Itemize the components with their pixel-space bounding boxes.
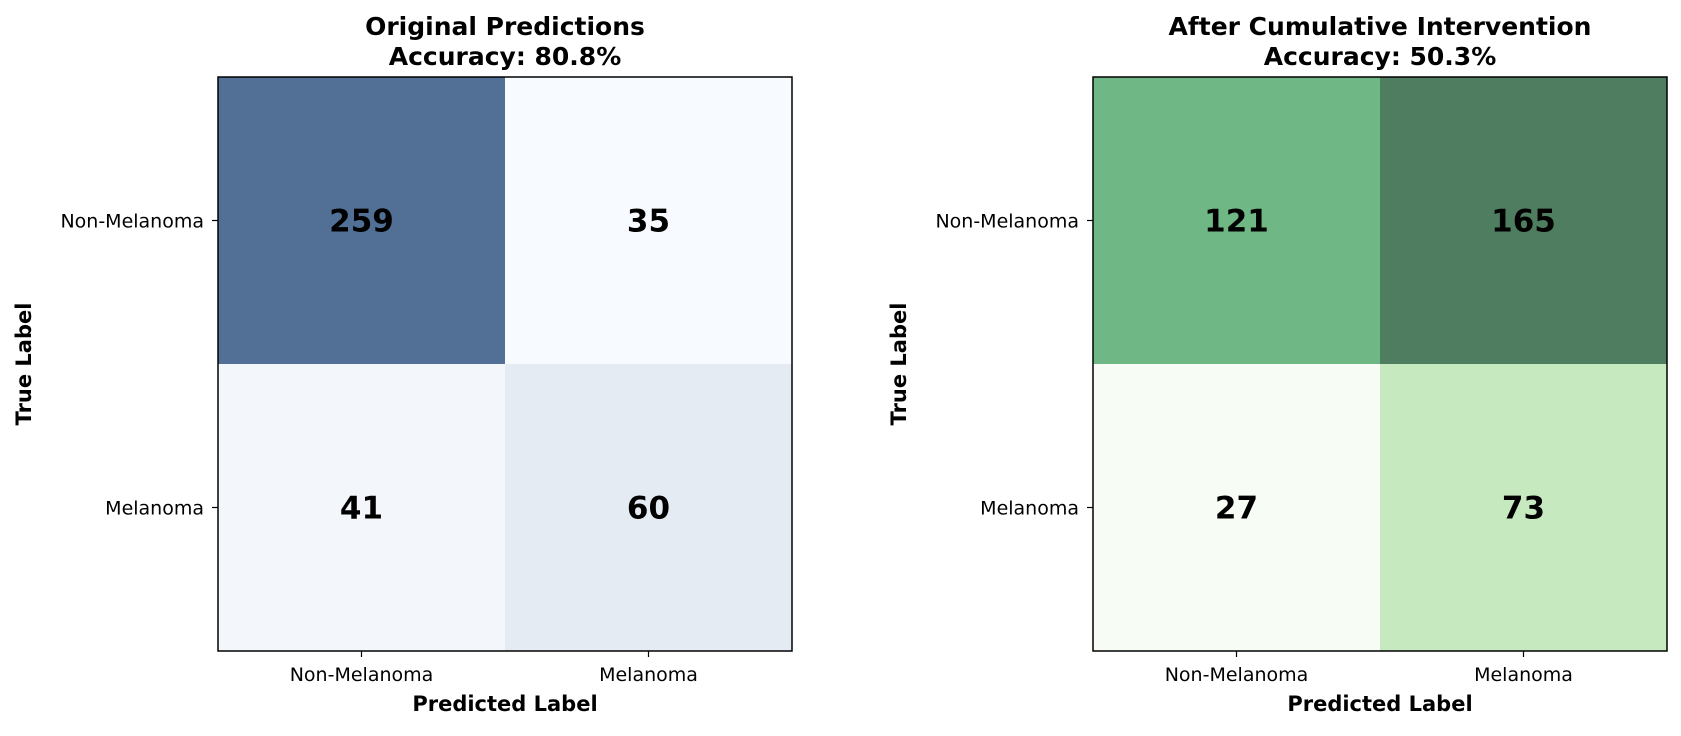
cell-value-label: 35: [627, 204, 670, 240]
chart-title: Original Predictions: [365, 12, 645, 41]
heatmap-cell: [505, 364, 793, 652]
x-tick-label: Melanoma: [599, 664, 698, 686]
chart-title: After Cumulative Intervention: [1169, 12, 1592, 41]
plot-frame: [1092, 76, 1668, 652]
y-tick-label: Non-Melanoma: [935, 211, 1079, 233]
heatmap-cell: [1093, 77, 1381, 365]
cell-value-label: 165: [1491, 204, 1556, 240]
heatmap-cell: [218, 364, 506, 652]
y-tick-label: Melanoma: [105, 498, 204, 520]
cell-value-label: 259: [329, 204, 394, 240]
y-axis-label: True Label: [887, 303, 911, 426]
confusion-matrix-panel-2: 121 165 27 73 Non-Melanoma Melanoma Non-Melano…: [887, 12, 1668, 716]
x-tick-label: Non-Melanoma: [1165, 664, 1309, 686]
y-tick-label: Melanoma: [980, 498, 1079, 520]
heatmap-cell: [218, 77, 506, 365]
heatmap-cell: [1380, 77, 1668, 365]
y-axis-label: True Label: [12, 303, 36, 426]
x-tick-label: Non-Melanoma: [290, 664, 434, 686]
cell-value-label: 41: [340, 491, 383, 527]
cell-value-label: 121: [1204, 204, 1269, 240]
cell-value-label: 60: [627, 491, 670, 527]
heatmap-cell: [1093, 364, 1381, 652]
x-tick-label: Melanoma: [1474, 664, 1573, 686]
chart-subtitle: Accuracy: 80.8%: [389, 42, 622, 71]
x-axis-label: Predicted Label: [1287, 692, 1472, 716]
chart-subtitle: Accuracy: 50.3%: [1264, 42, 1497, 71]
heatmap-cell: [505, 77, 793, 365]
plot-frame: [217, 76, 793, 652]
y-tick-label: Non-Melanoma: [60, 211, 204, 233]
x-axis-label: Predicted Label: [412, 692, 597, 716]
heatmap-cell: [1380, 364, 1668, 652]
cell-value-label: 73: [1502, 491, 1545, 527]
cell-value-label: 27: [1215, 491, 1258, 527]
confusion-matrix-panel-1: 259 35 41 60 Non-Melanoma Melanoma Non-Melanom…: [12, 12, 793, 716]
